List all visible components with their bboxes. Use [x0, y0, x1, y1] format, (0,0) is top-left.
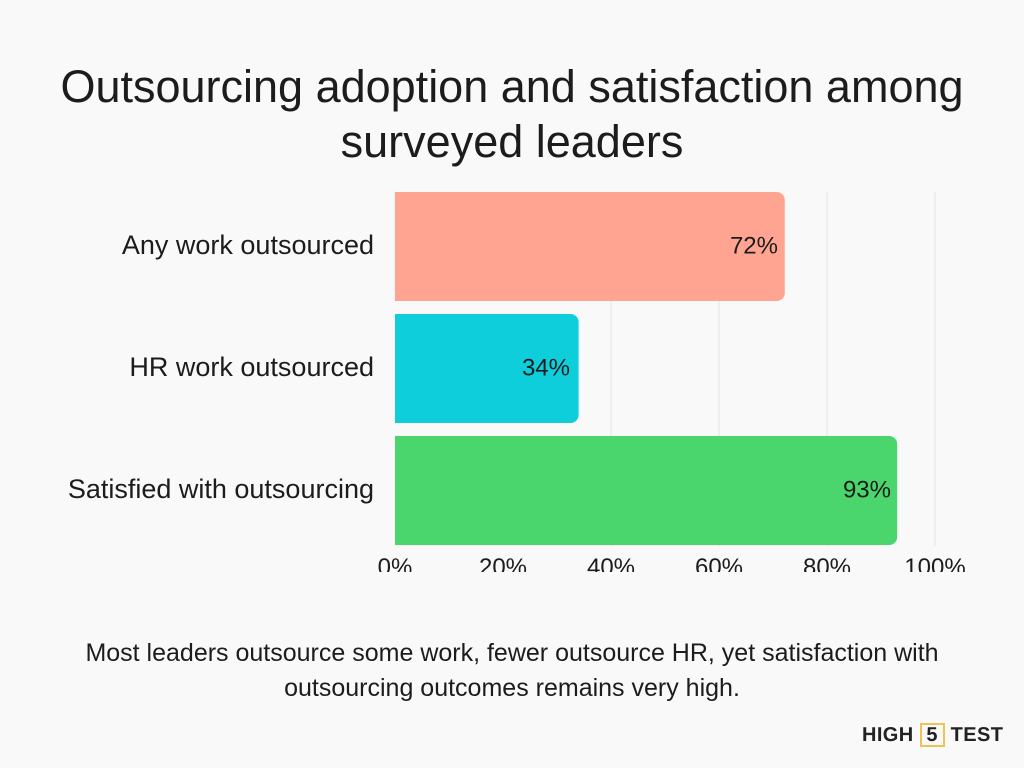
svg-text:Any work outsourced: Any work outsourced — [122, 230, 374, 260]
svg-text:Satisfied with outsourcing: Satisfied with outsourcing — [68, 474, 374, 504]
svg-text:40%: 40% — [587, 554, 635, 572]
svg-text:80%: 80% — [803, 554, 851, 572]
svg-text:93%: 93% — [843, 476, 891, 503]
svg-text:HR work outsourced: HR work outsourced — [129, 352, 374, 382]
svg-text:72%: 72% — [730, 232, 778, 259]
svg-text:100%: 100% — [904, 554, 965, 572]
svg-text:60%: 60% — [695, 554, 743, 572]
svg-text:20%: 20% — [479, 554, 527, 572]
svg-text:0%: 0% — [378, 554, 413, 572]
svg-text:34%: 34% — [522, 354, 570, 381]
